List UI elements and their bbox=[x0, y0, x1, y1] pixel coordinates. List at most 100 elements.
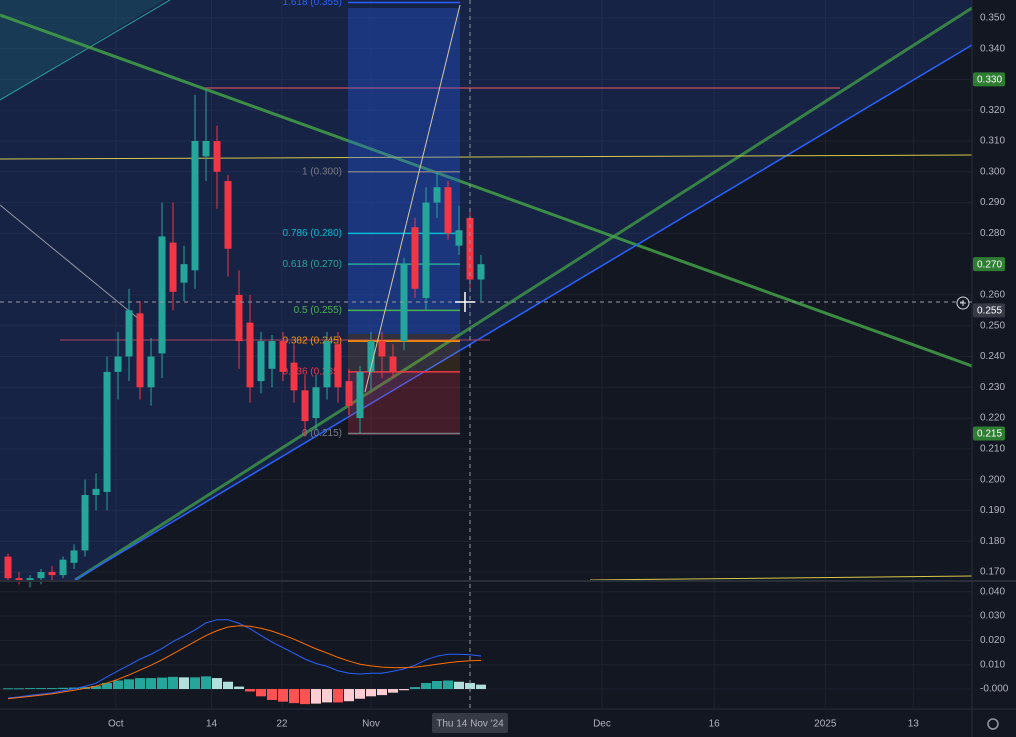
candle-body bbox=[169, 242, 177, 292]
candle-body bbox=[213, 140, 221, 172]
trend-line bbox=[74, 44, 973, 581]
candle-body bbox=[301, 390, 309, 422]
histogram-bar bbox=[410, 687, 421, 690]
fib-label: 0.382 (0.245) bbox=[283, 336, 343, 347]
y-tick-label: 0.260 bbox=[980, 290, 1005, 301]
candle-body bbox=[257, 341, 265, 382]
x-tick-label: 2025 bbox=[814, 719, 837, 730]
histogram-bar bbox=[377, 689, 388, 696]
candle-body bbox=[37, 571, 45, 579]
histogram-bar bbox=[322, 689, 333, 703]
horizontal-line bbox=[0, 154, 973, 160]
candle-body bbox=[48, 571, 56, 576]
y-tick-label: 0.170 bbox=[980, 567, 1005, 578]
settings-button[interactable] bbox=[987, 718, 999, 730]
y-tick-label: 0.250 bbox=[980, 320, 1005, 331]
candle-body bbox=[422, 202, 430, 299]
histogram-bar bbox=[355, 689, 366, 699]
histogram-bar bbox=[267, 689, 278, 700]
y-tick-label: 0.280 bbox=[980, 228, 1005, 239]
fib-label: 1 (0.300) bbox=[302, 166, 342, 177]
histogram-bar bbox=[3, 688, 14, 690]
y-tick-label: 0.310 bbox=[980, 136, 1005, 147]
price-badge bbox=[973, 426, 1005, 441]
histogram-bar bbox=[212, 678, 223, 690]
histogram-bar bbox=[124, 679, 135, 690]
y-tick-label: 0.340 bbox=[980, 43, 1005, 54]
x-tick-label: 14 bbox=[206, 719, 218, 730]
candle-body bbox=[411, 227, 419, 289]
candle-body bbox=[334, 344, 342, 388]
histogram-bar bbox=[179, 677, 190, 690]
candle-body bbox=[125, 310, 133, 357]
candle-body bbox=[345, 381, 353, 406]
candle-body bbox=[246, 322, 254, 388]
y-tick-label: 0.290 bbox=[980, 197, 1005, 208]
y-tick-label: 0.300 bbox=[980, 166, 1005, 177]
histogram-bar bbox=[201, 676, 212, 690]
histogram-bar bbox=[388, 689, 399, 693]
histogram-bar bbox=[135, 678, 146, 690]
y-tick-label: 0.190 bbox=[980, 505, 1005, 516]
candle-body bbox=[400, 264, 408, 342]
fib-label: 0 (0.215) bbox=[302, 428, 342, 439]
candle-body bbox=[81, 495, 89, 551]
x-tick-label: 22 bbox=[276, 719, 288, 730]
candle-body bbox=[367, 341, 375, 372]
histogram-bar bbox=[366, 689, 377, 697]
candle-body bbox=[15, 578, 23, 582]
candle-body bbox=[4, 556, 12, 579]
histogram-bar bbox=[245, 689, 256, 692]
x-tick-label: Thu 14 Nov '24 bbox=[436, 719, 504, 730]
histogram-bar bbox=[223, 681, 234, 690]
channel-fill bbox=[0, 0, 972, 580]
y-tick-label: 0.180 bbox=[980, 536, 1005, 547]
y-tick-label: 0.010 bbox=[980, 659, 1005, 670]
candle-body bbox=[158, 236, 166, 354]
histogram-bar bbox=[300, 689, 311, 705]
x-tick-label: 16 bbox=[709, 719, 721, 730]
candle-body bbox=[92, 488, 100, 496]
candle-body bbox=[433, 187, 441, 203]
candle-body bbox=[191, 140, 199, 271]
macd-line bbox=[7, 625, 482, 700]
candle-body bbox=[312, 387, 320, 419]
candle-body bbox=[356, 371, 364, 419]
candle-body bbox=[136, 313, 144, 388]
histogram-bar bbox=[47, 688, 58, 690]
fib-label: 0.786 (0.280) bbox=[283, 228, 343, 239]
add-button[interactable] bbox=[956, 296, 970, 310]
candle-body bbox=[389, 356, 397, 372]
candle-body bbox=[235, 294, 243, 342]
histogram-bar bbox=[311, 689, 322, 704]
trend-line bbox=[364, 4, 461, 393]
histogram-bar bbox=[157, 677, 168, 690]
x-tick-label: Oct bbox=[108, 719, 124, 730]
histogram-bar bbox=[102, 682, 113, 690]
fib-levels: 1.618 (0.355) 1 (0.300) 0.786 (0.280) 0.618… bbox=[283, 0, 460, 439]
crosshair-time-badge bbox=[431, 713, 508, 733]
axes: 0.170 0.180 0.190 0.200 0.210 0.220 0.230 0.240… bbox=[108, 12, 1009, 733]
histogram-bar bbox=[333, 689, 344, 703]
histogram-bar bbox=[146, 678, 157, 690]
histogram-bar bbox=[234, 686, 245, 690]
histogram-bar bbox=[464, 682, 475, 690]
candle-body bbox=[279, 341, 287, 372]
histogram-bar bbox=[25, 688, 36, 690]
fib-label: 0.5 (0.255) bbox=[294, 305, 342, 316]
candle-body bbox=[444, 187, 452, 234]
price-badge bbox=[973, 72, 1005, 87]
y-tick-label: 0.350 bbox=[980, 12, 1005, 23]
candle-body bbox=[114, 356, 122, 372]
y-tick-label: 0.240 bbox=[980, 351, 1005, 362]
macd-pane bbox=[0, 591, 972, 705]
price-badge bbox=[973, 257, 1005, 272]
histogram-bar bbox=[344, 689, 355, 702]
y-tick-label: 0.320 bbox=[980, 105, 1005, 116]
trend-line bbox=[0, 0, 171, 101]
candle-body bbox=[202, 140, 210, 157]
horizontal-line bbox=[589, 575, 973, 581]
y-tick-label: 0.040 bbox=[980, 586, 1005, 597]
x-tick-label: 13 bbox=[908, 719, 920, 730]
